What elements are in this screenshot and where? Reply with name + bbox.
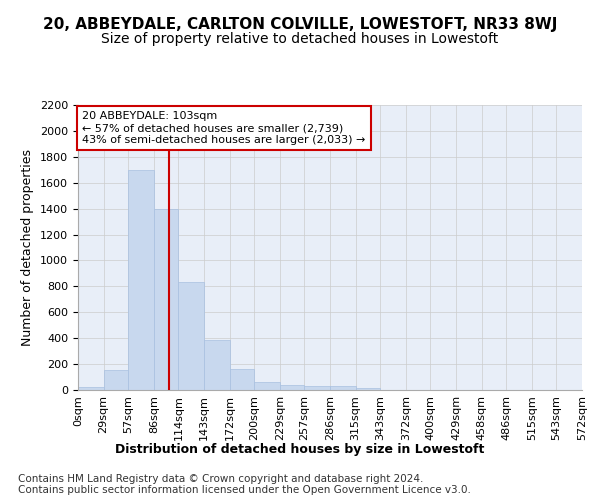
Bar: [178, 282, 204, 390]
Text: Size of property relative to detached houses in Lowestoft: Size of property relative to detached ho…: [101, 32, 499, 46]
Text: Contains HM Land Registry data © Crown copyright and database right 2024.: Contains HM Land Registry data © Crown c…: [18, 474, 424, 484]
Bar: [104, 370, 128, 390]
Bar: [330, 386, 356, 390]
Text: 20, ABBEYDALE, CARLTON COLVILLE, LOWESTOFT, NR33 8WJ: 20, ABBEYDALE, CARLTON COLVILLE, LOWESTO…: [43, 18, 557, 32]
Bar: [280, 385, 304, 390]
Bar: [204, 340, 230, 390]
Bar: [356, 388, 380, 390]
Text: Distribution of detached houses by size in Lowestoft: Distribution of detached houses by size …: [115, 442, 485, 456]
Bar: [78, 388, 104, 390]
Bar: [254, 382, 280, 390]
Bar: [154, 208, 178, 390]
Bar: [128, 170, 154, 390]
Text: Contains public sector information licensed under the Open Government Licence v3: Contains public sector information licen…: [18, 485, 471, 495]
Y-axis label: Number of detached properties: Number of detached properties: [22, 149, 34, 346]
Bar: [304, 386, 330, 390]
Text: 20 ABBEYDALE: 103sqm
← 57% of detached houses are smaller (2,739)
43% of semi-de: 20 ABBEYDALE: 103sqm ← 57% of detached h…: [82, 112, 366, 144]
Bar: [230, 368, 254, 390]
